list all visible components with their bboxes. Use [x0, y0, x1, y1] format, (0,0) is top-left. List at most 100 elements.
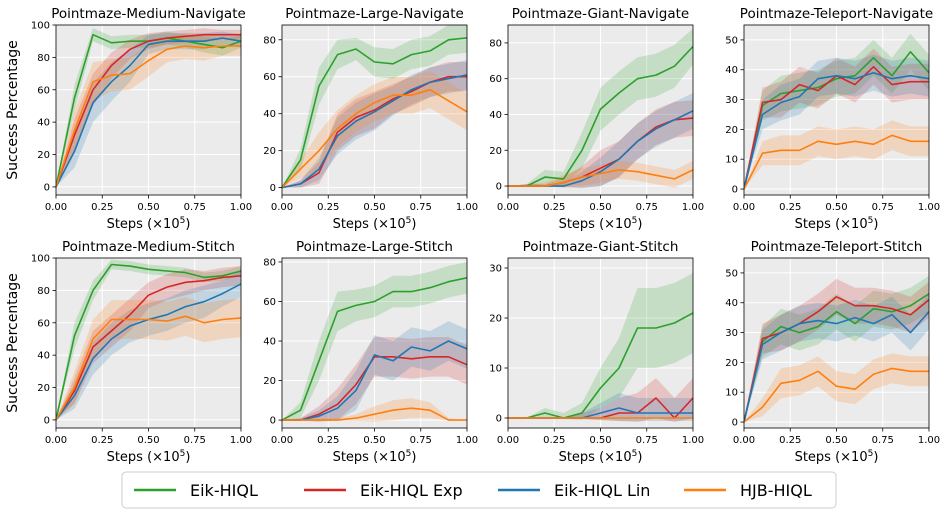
y-tick-label: 40: [489, 110, 502, 121]
y-tick-label: 100: [31, 21, 50, 32]
x-tick-label: 0.25: [543, 435, 565, 446]
x-tick-label: 0.75: [184, 435, 206, 446]
y-tick-label: 30: [489, 264, 502, 275]
x-axis-label-close: ): [411, 450, 416, 465]
band-hjb-hiql: [508, 161, 693, 188]
y-tick-label: 60: [37, 318, 50, 329]
x-axis-label-sup: 5: [180, 449, 186, 459]
x-tick-label: 0.75: [410, 435, 432, 446]
x-axis-label: Steps (×105): [107, 449, 191, 465]
y-tick-label: 30: [725, 328, 738, 339]
y-tick-label: 40: [37, 118, 50, 129]
y-tick-label: 20: [263, 376, 276, 387]
y-tick-label: 60: [489, 74, 502, 85]
x-tick-label: 0.50: [363, 202, 385, 213]
line-eik-hiql-lin: [282, 74, 467, 189]
line-eik-hiql: [508, 312, 693, 419]
x-axis-label-text: Steps (×10: [559, 217, 632, 232]
x-tick-label: 0.25: [317, 435, 339, 446]
band-eik-hiql-lin: [508, 393, 693, 421]
y-tick-label: 0: [496, 182, 502, 193]
y-tick-label: 20: [489, 314, 502, 325]
line-eik-hiql: [508, 45, 693, 187]
panel-pointmaze-teleport-navigate: 0 10 20 30 40 50 0.00 0.25 0.50 0.75 1.00 Pointmaze…: [725, 6, 940, 232]
line-eik-hiql-lin: [744, 311, 929, 423]
x-tick-label: 0.75: [410, 202, 432, 213]
line-hjb-hiql: [56, 45, 241, 188]
x-axis-label: Steps (×105): [333, 216, 417, 232]
panel-title: Pointmaze-Giant-Stitch: [523, 239, 679, 255]
legend: Eik-HIQL Eik-HIQL Exp Eik-HIQL Lin HJB-HIQL: [121, 471, 837, 509]
panel-pointmaze-large-navigate: 0 20 40 60 80 0.00 0.25 0.50 0.75 1.00 Pointmaze-L…: [263, 6, 478, 232]
band-hjb-hiql: [56, 296, 241, 420]
y-tick-label: 50: [725, 268, 738, 279]
x-tick-label: 0.25: [543, 202, 565, 213]
band-hjb-hiql: [282, 398, 467, 422]
x-tick-label: 0.00: [271, 435, 293, 446]
x-tick-label: 0.50: [137, 202, 159, 213]
x-axis-label-close: ): [185, 217, 190, 232]
line-hjb-hiql: [744, 134, 929, 190]
panel-pointmaze-teleport-stitch: 0 10 20 30 40 50 0.00 0.25 0.50 0.75 1.00 Pointmaze…: [725, 239, 940, 465]
y-tick-label: 0: [270, 416, 276, 427]
series-group: [282, 262, 467, 422]
x-tick-label: 0.75: [636, 202, 658, 213]
line-hjb-hiql: [56, 315, 241, 421]
panel-pointmaze-giant-navigate: 0 20 40 60 80 0.00 0.25 0.50 0.75 1.00 Pointmaze-G…: [489, 6, 704, 232]
x-axis-label-close: ): [637, 450, 642, 465]
line-eik-hiql-exp: [56, 33, 241, 188]
x-tick-label: 0.50: [825, 435, 847, 446]
line-eik-hiql: [282, 277, 467, 421]
x-tick-label: 0.25: [779, 202, 801, 213]
band-eik-hiql-exp: [508, 378, 693, 422]
y-tick-label: 100: [31, 254, 50, 265]
line-eik-hiql: [744, 50, 929, 190]
y-tick-label: 10: [489, 364, 502, 375]
x-tick-label: 0.00: [45, 435, 67, 446]
y-tick-label: 0: [270, 183, 276, 194]
y-axis-label: Success Percentage: [5, 273, 21, 413]
y-axis-label: Success Percentage: [5, 40, 21, 180]
x-tick-label: 0.50: [825, 202, 847, 213]
x-tick-label: 0.75: [872, 435, 894, 446]
legend-label-eik-hiql-lin: Eik-HIQL Lin: [554, 481, 650, 500]
y-tick-label: 10: [725, 388, 738, 399]
y-tick-label: 10: [725, 155, 738, 166]
band-eik-hiql-exp: [744, 48, 929, 190]
series-group: [508, 273, 693, 422]
y-tick-label: 80: [263, 35, 276, 46]
panel-pointmaze-medium-stitch: 0 20 40 60 80 100 0.00 0.25 0.50 0.75 1.00 Pointmaz…: [31, 239, 252, 465]
x-tick-label: 0.25: [317, 202, 339, 213]
x-tick-label: 0.00: [271, 202, 293, 213]
band-eik-hiql-exp: [56, 28, 241, 187]
series-group: [56, 28, 241, 188]
y-tick-label: 80: [37, 53, 50, 64]
legend-label-eik-hiql: Eik-HIQL: [190, 481, 258, 500]
y-tick-label: 0: [44, 415, 50, 426]
series-group: [744, 33, 929, 190]
series-group: [744, 275, 929, 423]
y-tick-label: 60: [263, 72, 276, 83]
x-axis-label-sup: 5: [632, 216, 638, 226]
x-tick-label: 0.75: [872, 202, 894, 213]
y-tick-label: 20: [37, 383, 50, 394]
x-tick-label: 0.00: [733, 435, 755, 446]
line-eik-hiql: [56, 263, 241, 421]
panel-title: Pointmaze-Medium-Stitch: [62, 239, 235, 255]
band-eik-hiql: [56, 28, 241, 187]
x-axis-label-text: Steps (×10: [795, 217, 868, 232]
x-tick-label: 0.50: [363, 435, 385, 446]
y-tick-label: 20: [489, 146, 502, 157]
y-tick-label: 40: [263, 109, 276, 120]
legend-label-eik-hiql-exp: Eik-HIQL Exp: [360, 481, 463, 500]
series-group: [508, 28, 693, 188]
band-eik-hiql-lin: [282, 321, 467, 422]
band-eik-hiql-lin: [56, 31, 241, 187]
x-tick-label: 0.00: [497, 202, 519, 213]
x-tick-label: 1.00: [918, 435, 940, 446]
x-tick-label: 0.25: [779, 435, 801, 446]
x-axis-label-text: Steps (×10: [333, 450, 406, 465]
y-tick-label: 20: [37, 150, 50, 161]
panel-pointmaze-large-stitch: 0 20 40 60 80 0.00 0.25 0.50 0.75 1.00 Pointmaze-L…: [263, 239, 478, 465]
series-group: [282, 25, 467, 189]
